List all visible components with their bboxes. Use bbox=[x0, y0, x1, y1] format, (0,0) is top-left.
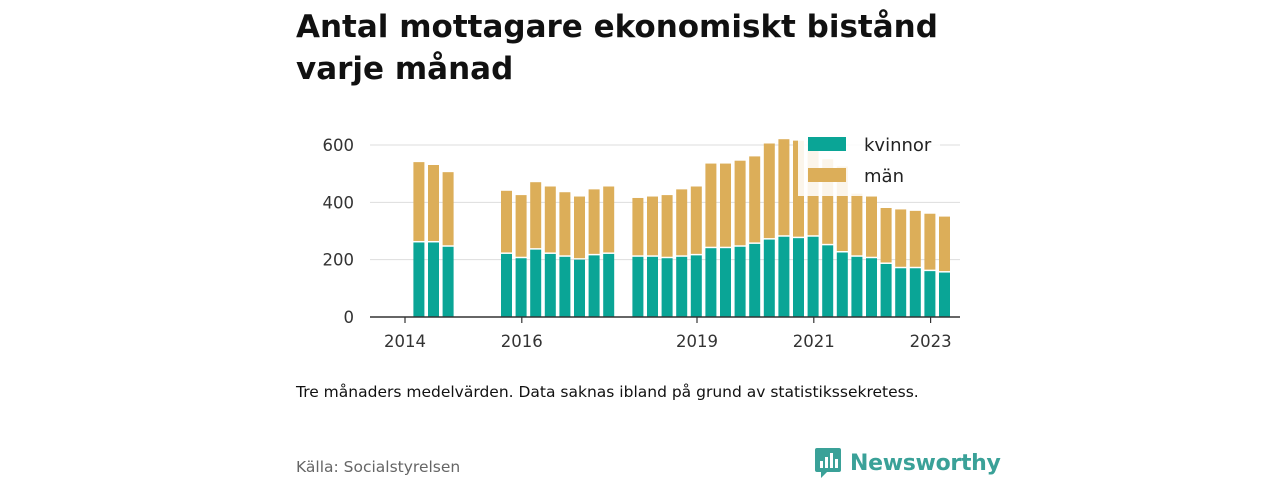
bar-man bbox=[749, 156, 761, 243]
chart-note: Tre månaders medelvärden. Data saknas ib… bbox=[296, 383, 919, 401]
x-axis-ticks: 2014 2016 2019 2021 2023 bbox=[384, 317, 952, 351]
bar-man bbox=[501, 190, 512, 253]
chart-title: Antal mottagare ekonomiskt bistånd varje… bbox=[296, 9, 938, 87]
bar-man bbox=[588, 189, 600, 254]
bar-kvinnor bbox=[924, 271, 936, 317]
x-tick-label: 2021 bbox=[793, 332, 835, 351]
bar-kvinnor bbox=[807, 236, 819, 317]
x-tick-label: 2014 bbox=[384, 332, 426, 351]
bar-man bbox=[822, 159, 834, 244]
bar-kvinnor bbox=[720, 248, 731, 317]
y-tick-label: 0 bbox=[344, 308, 355, 327]
bar-man bbox=[413, 162, 425, 241]
bar-kvinnor bbox=[603, 253, 615, 317]
source-text: Källa: Socialstyrelsen bbox=[296, 458, 461, 476]
bar-man bbox=[705, 163, 717, 247]
brand-name: Newsworthy bbox=[850, 450, 1001, 476]
bar-kvinnor bbox=[661, 258, 673, 317]
bar-kvinnor bbox=[778, 236, 790, 317]
bar-kvinnor bbox=[544, 253, 556, 317]
bar-kvinnor bbox=[501, 253, 512, 317]
bar-kvinnor bbox=[690, 255, 702, 317]
bar-man bbox=[647, 196, 658, 256]
legend-swatch bbox=[808, 168, 846, 182]
y-axis-ticks: 0 200 400 600 bbox=[323, 136, 355, 327]
brand-logo[interactable]: Newsworthy bbox=[814, 446, 1001, 480]
bar-kvinnor bbox=[836, 252, 848, 317]
bar-man bbox=[603, 186, 615, 253]
bar-kvinnor bbox=[574, 259, 585, 317]
bar-kvinnor bbox=[895, 268, 907, 317]
bar-man bbox=[880, 208, 892, 263]
bar-man bbox=[676, 189, 688, 256]
bar-kvinnor bbox=[588, 255, 600, 317]
bar-man bbox=[530, 182, 542, 249]
legend-label: män bbox=[864, 166, 904, 187]
bar-man bbox=[851, 193, 863, 256]
y-tick-label: 600 bbox=[323, 136, 355, 155]
bar-man bbox=[778, 139, 790, 236]
bar-kvinnor bbox=[939, 272, 950, 317]
newsworthy-logo-icon bbox=[815, 448, 841, 478]
bar-kvinnor bbox=[866, 258, 877, 317]
x-tick-label: 2016 bbox=[501, 332, 543, 351]
bar-kvinnor bbox=[705, 248, 717, 317]
bar-kvinnor bbox=[822, 245, 834, 317]
bars bbox=[413, 139, 950, 317]
bar-man bbox=[690, 186, 702, 254]
bar-man bbox=[895, 209, 907, 267]
bar-man bbox=[632, 197, 644, 256]
bar-man bbox=[442, 172, 454, 246]
bar-kvinnor bbox=[647, 256, 658, 317]
bar-man bbox=[734, 160, 746, 246]
bar-kvinnor bbox=[749, 243, 761, 317]
bar-man bbox=[428, 165, 439, 241]
bar-man bbox=[661, 195, 673, 257]
bar-kvinnor bbox=[428, 242, 439, 317]
bar-kvinnor bbox=[442, 246, 454, 317]
y-tick-label: 200 bbox=[323, 251, 355, 270]
bar-man bbox=[544, 186, 556, 253]
bar-kvinnor bbox=[559, 256, 571, 317]
bar-man bbox=[763, 143, 775, 239]
legend-label: kvinnor bbox=[864, 135, 932, 156]
bar-kvinnor bbox=[909, 268, 921, 317]
bar-kvinnor bbox=[763, 239, 775, 317]
bar-man bbox=[924, 213, 936, 270]
bar-kvinnor bbox=[734, 246, 746, 317]
x-tick-label: 2019 bbox=[676, 332, 718, 351]
legend-swatch bbox=[808, 137, 846, 151]
bar-man bbox=[909, 210, 921, 267]
bar-kvinnor bbox=[851, 256, 863, 317]
y-tick-label: 400 bbox=[323, 193, 355, 212]
bar-kvinnor bbox=[515, 258, 527, 317]
bar-man bbox=[720, 163, 731, 247]
bar-man bbox=[559, 192, 571, 256]
bar-man bbox=[866, 196, 877, 257]
x-tick-label: 2023 bbox=[910, 332, 952, 351]
bar-kvinnor bbox=[413, 242, 425, 317]
bar-kvinnor bbox=[676, 256, 688, 317]
bar-man bbox=[939, 216, 950, 272]
bar-man bbox=[574, 196, 585, 259]
bar-kvinnor bbox=[793, 238, 804, 317]
bar-man bbox=[836, 166, 848, 251]
legend: kvinnor män bbox=[798, 128, 940, 196]
bar-man bbox=[515, 195, 527, 257]
bar-kvinnor bbox=[632, 256, 644, 317]
bar-kvinnor bbox=[530, 249, 542, 317]
bar-kvinnor bbox=[880, 263, 892, 317]
